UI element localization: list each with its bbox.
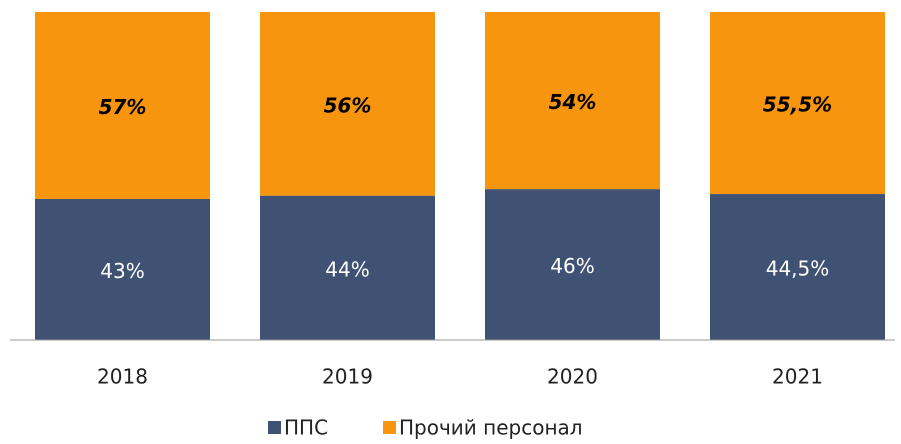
data-label: 43%	[100, 259, 144, 283]
data-label: 54%	[549, 90, 597, 114]
bar-segment	[260, 195, 435, 340]
data-label: 44,5%	[766, 257, 830, 281]
bar-segment	[35, 12, 210, 199]
x-tick-label: 2020	[547, 365, 598, 389]
data-label: 57%	[99, 95, 147, 119]
legend-swatch	[383, 421, 396, 434]
bar-segment	[710, 12, 885, 195]
legend-swatch	[268, 421, 281, 434]
data-label: 56%	[324, 93, 372, 117]
x-tick-label: 2019	[322, 365, 373, 389]
bar-segment	[485, 12, 660, 190]
bar-segment	[35, 198, 210, 340]
data-label: 44%	[325, 257, 369, 281]
data-label: 55,5%	[763, 93, 832, 117]
bar-segment	[260, 12, 435, 196]
data-label: 46%	[550, 254, 594, 278]
legend-label: Прочий персонал	[399, 416, 583, 440]
x-tick-label: 2021	[772, 365, 823, 389]
bar-segment	[710, 194, 885, 340]
legend-label: ППС	[284, 416, 328, 440]
x-tick-label: 2018	[97, 365, 148, 389]
bar-segment	[485, 189, 660, 340]
